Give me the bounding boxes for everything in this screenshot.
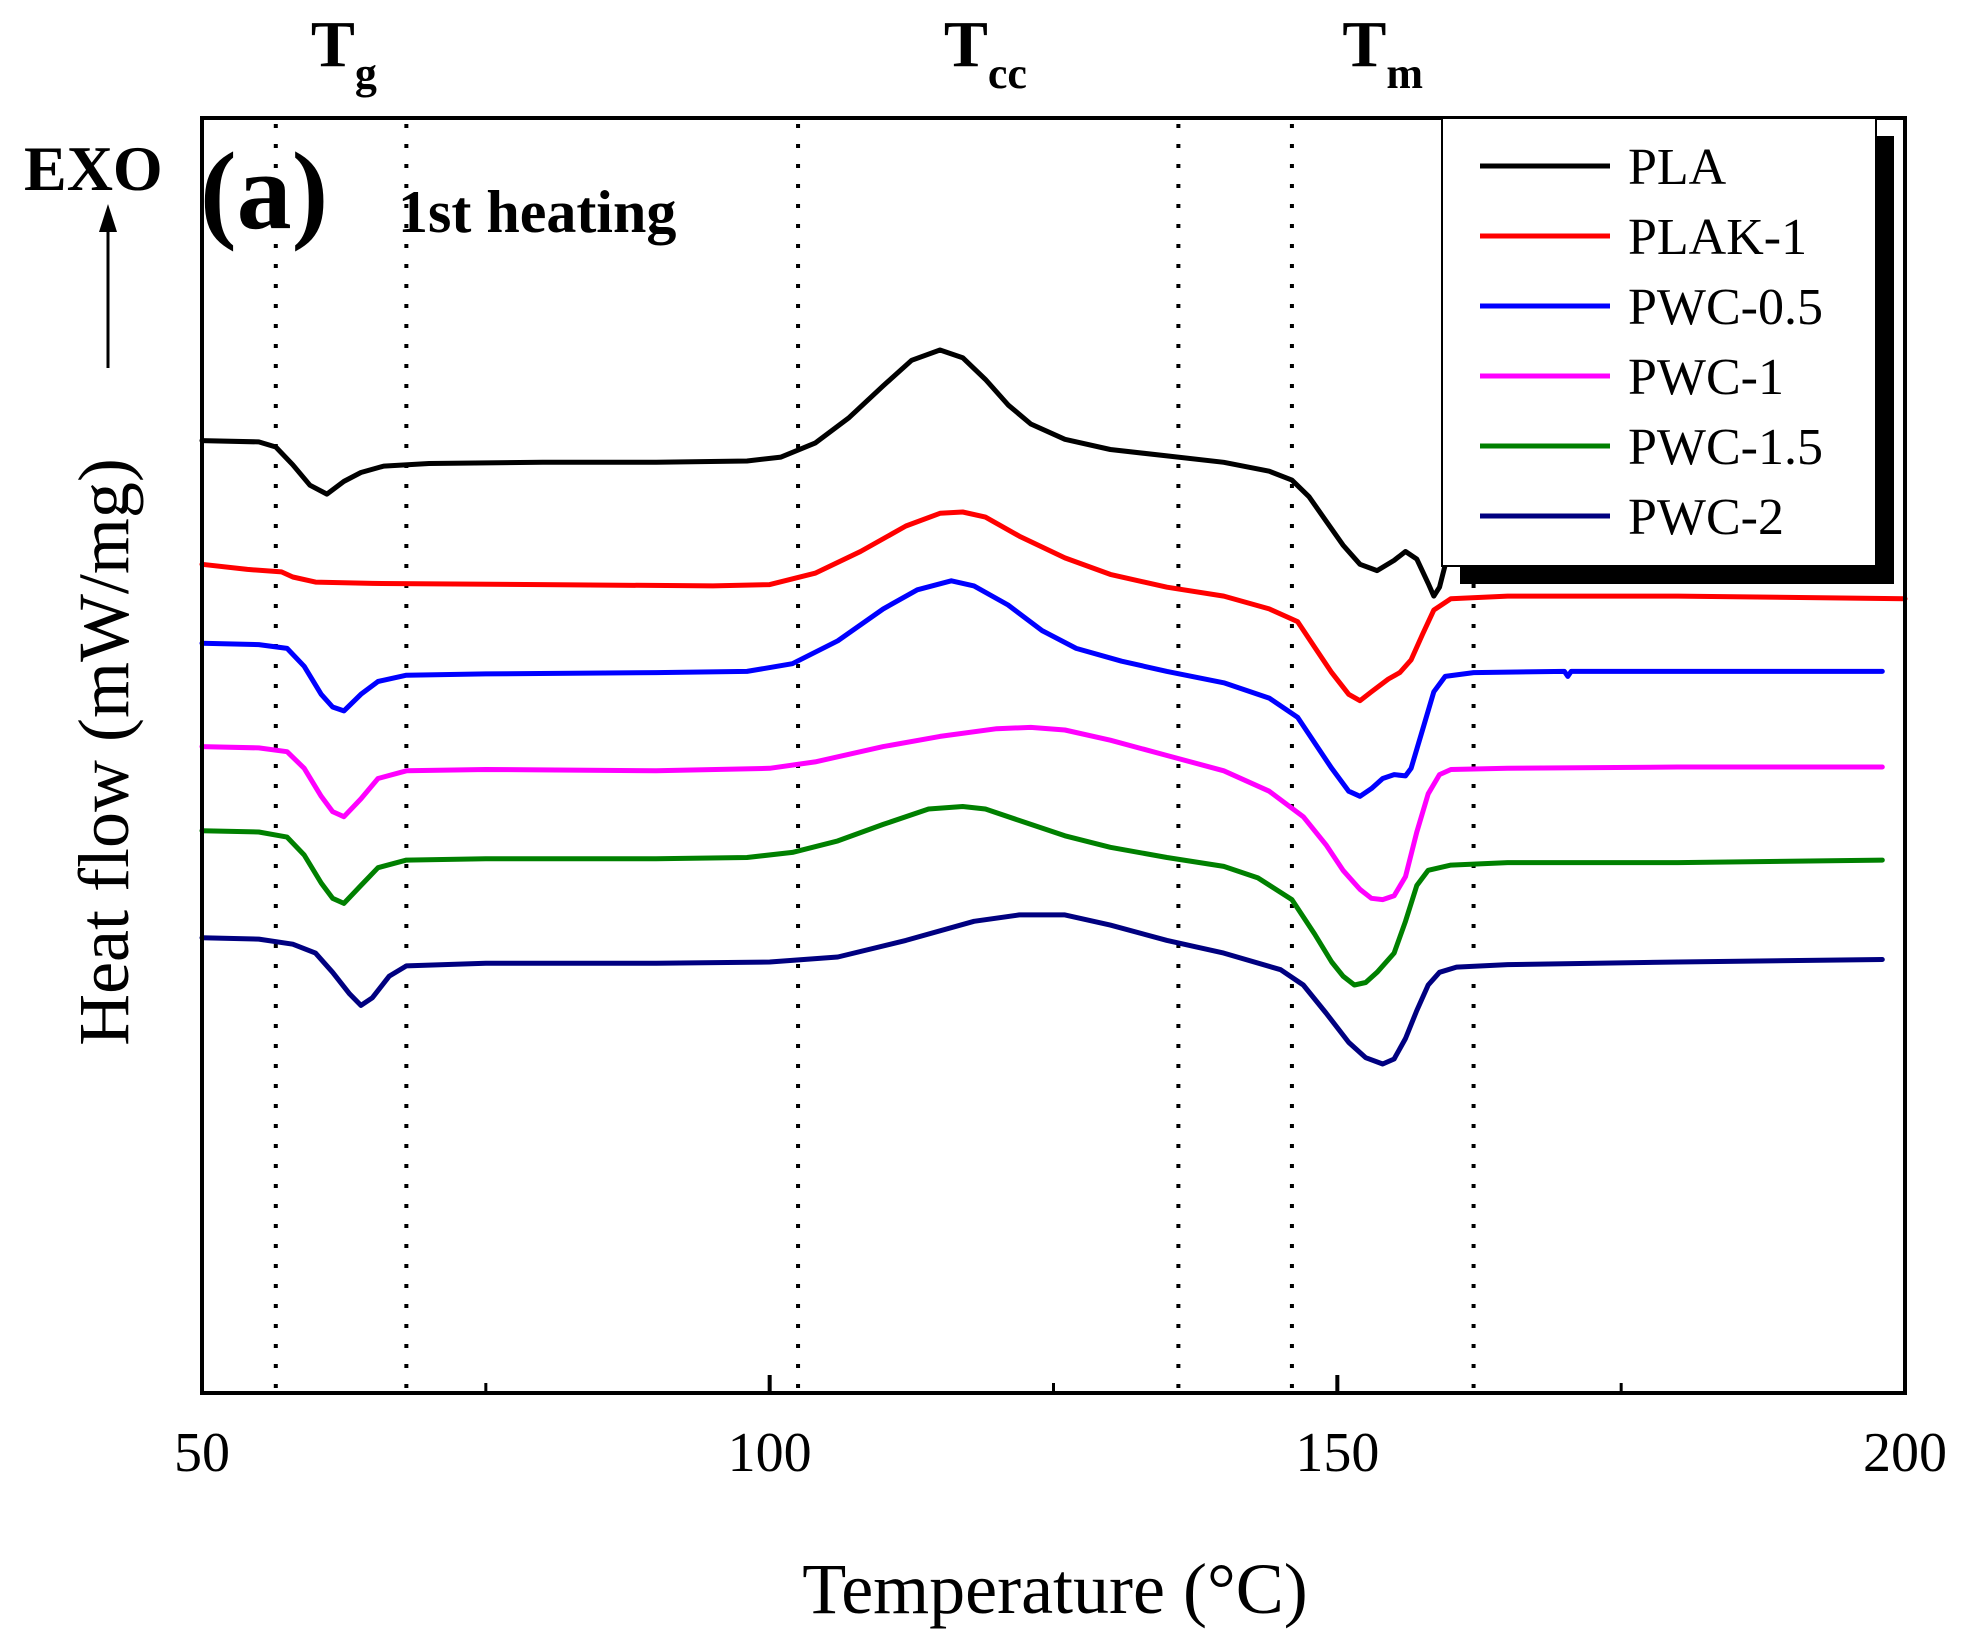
series-line-plak-1 bbox=[199, 509, 1908, 704]
legend-label-4: PWC-1.5 bbox=[1628, 419, 1823, 476]
x-tick-label-100: 100 bbox=[728, 1422, 812, 1484]
panel-label: (a) bbox=[200, 130, 328, 252]
series-line-pwc-2 bbox=[199, 912, 1885, 1067]
legend-label-3: PWC-1 bbox=[1628, 349, 1784, 406]
region-label-m: Tm bbox=[1342, 8, 1423, 98]
series-line-pwc-0-5 bbox=[199, 578, 1885, 799]
y-axis-title: Heat flow (mW/mg) bbox=[64, 458, 144, 1046]
legend-label-2: PWC-0.5 bbox=[1628, 279, 1823, 336]
series-line-pwc-1 bbox=[199, 724, 1885, 903]
exo-arrow-icon bbox=[99, 204, 117, 232]
x-tick-label-150: 150 bbox=[1295, 1422, 1379, 1484]
dotted-guide-lines bbox=[273, 124, 1476, 1393]
x-axis-title: Temperature (°C) bbox=[802, 1549, 1308, 1629]
series-line-pwc-1-5 bbox=[199, 804, 1885, 988]
legend-box bbox=[1441, 117, 1877, 567]
x-axis-ticks: 50 100 150 200 bbox=[174, 1375, 1947, 1484]
panel-subtitle: 1st heating bbox=[398, 179, 676, 245]
region-labels: Tg Tcc Tm bbox=[311, 8, 1423, 98]
x-tick-label-50: 50 bbox=[174, 1422, 230, 1484]
legend: PLA PLAK-1 PWC-0.5 PWC-1 PWC-1.5 PWC-2 bbox=[1441, 117, 1894, 584]
legend-label-5: PWC-2 bbox=[1628, 489, 1784, 546]
region-label-cc: Tcc bbox=[944, 8, 1027, 98]
legend-label-0: PLA bbox=[1628, 139, 1727, 196]
exo-label: EXO bbox=[24, 133, 163, 204]
legend-label-1: PLAK-1 bbox=[1628, 209, 1807, 266]
x-tick-label-200: 200 bbox=[1863, 1422, 1947, 1484]
region-label-g: Tg bbox=[311, 8, 377, 98]
